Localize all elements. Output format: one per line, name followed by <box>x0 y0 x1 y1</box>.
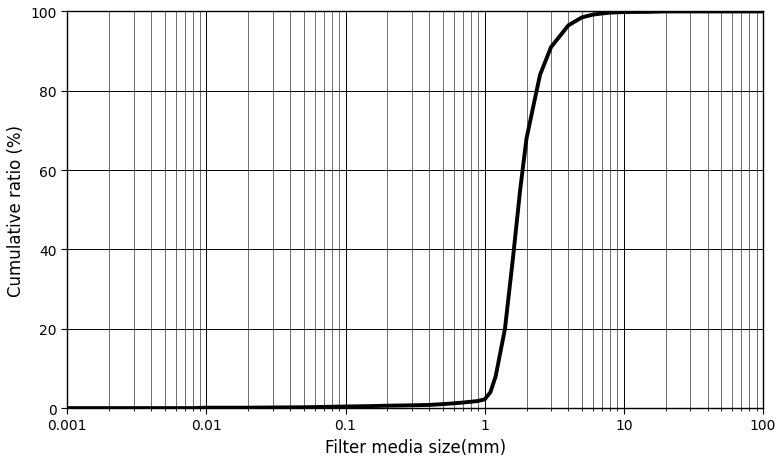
Y-axis label: Cumulative ratio (%): Cumulative ratio (%) <box>7 125 25 296</box>
X-axis label: Filter media size(mm): Filter media size(mm) <box>324 438 506 456</box>
